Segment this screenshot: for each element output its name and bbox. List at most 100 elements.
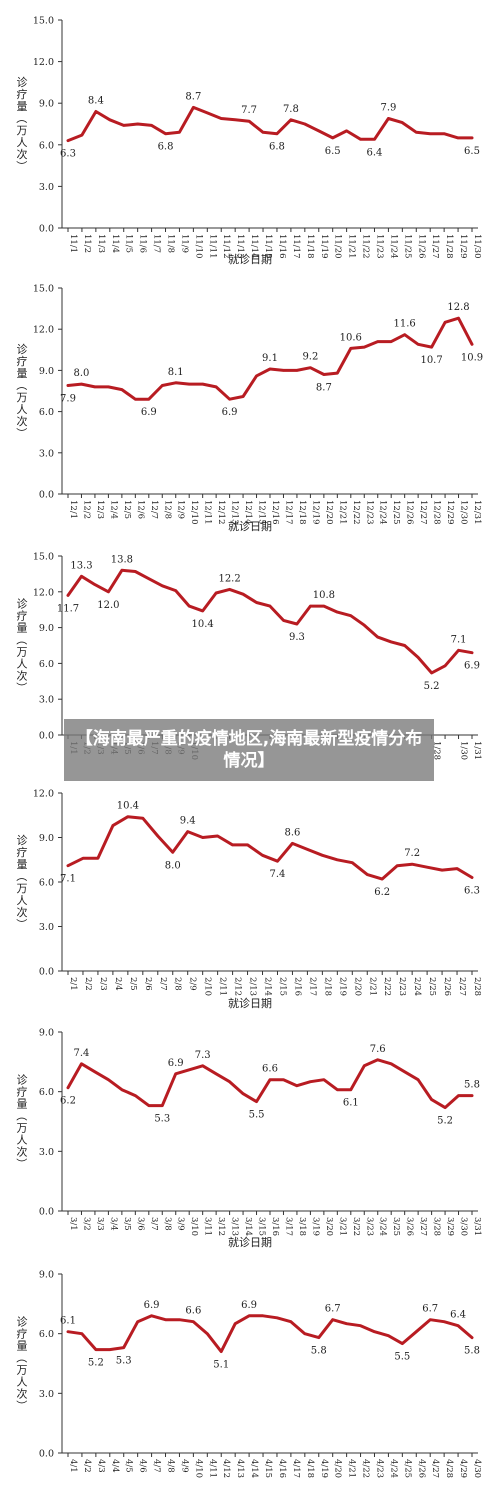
x-tick-label: 4/27 (430, 1459, 440, 1478)
data-label: 5.5 (249, 1110, 265, 1121)
data-label: 5.5 (394, 1352, 410, 1363)
x-tick-label: 11/8 (166, 234, 176, 253)
title-banner: 【海南最严重的疫情地区,海南最新型疫情分布情况】 (64, 719, 434, 781)
data-point (303, 1332, 307, 1335)
y-axis-label-char: 疗 (17, 609, 28, 623)
x-tick-label: 2/21 (367, 977, 377, 996)
y-axis-label-char: 诊 (17, 597, 28, 611)
data-label: 8.1 (168, 367, 184, 378)
data-point (430, 345, 433, 349)
x-tick-label: 3/23 (364, 1217, 374, 1236)
x-tick-label: 4/30 (472, 1459, 482, 1478)
data-point (241, 592, 245, 596)
y-tick-label: 0.0 (39, 224, 54, 235)
x-tick-label: 3/18 (297, 1217, 307, 1236)
y-tick-label: 3.0 (39, 1389, 54, 1400)
x-tick-label: 12/28 (432, 500, 442, 525)
x-tick-label: 3/7 (149, 1217, 159, 1231)
x-tick-label: 12/7 (149, 500, 159, 519)
x-axis-label: 就诊日期 (228, 519, 272, 533)
y-axis-label-char: 次 (17, 669, 28, 683)
data-point (390, 340, 393, 343)
data-point (126, 815, 130, 818)
data-point (336, 371, 339, 375)
y-axis-label-char: 人 (17, 403, 28, 416)
data-point (233, 118, 237, 122)
data-label: 11.7 (57, 603, 79, 614)
data-label: 6.7 (422, 1304, 438, 1315)
y-axis-label-char: 量 (17, 100, 28, 113)
data-label: 5.3 (116, 1356, 132, 1367)
data-point (94, 110, 98, 113)
data-point (156, 834, 159, 838)
x-tick-label: 4/9 (179, 1459, 189, 1473)
x-tick-label: 2/14 (263, 977, 273, 996)
data-point (289, 1320, 293, 1323)
data-label: 6.6 (262, 1064, 278, 1075)
data-point (336, 610, 339, 614)
x-tick-label: 12/9 (176, 500, 186, 519)
y-axis-label-char: （ (15, 871, 28, 882)
data-point (247, 120, 251, 123)
data-label: 7.9 (380, 102, 396, 113)
data-point (134, 1094, 137, 1097)
x-tick-label: 2/10 (203, 977, 213, 996)
data-point (261, 131, 265, 134)
data-point (403, 333, 406, 336)
y-axis-label-char: 次 (17, 1145, 28, 1159)
data-point (192, 106, 195, 109)
x-tick-label: 3/29 (445, 1217, 455, 1236)
x-tick-label: 11/14 (249, 234, 259, 259)
data-point (349, 614, 352, 617)
data-label: 6.1 (60, 1316, 76, 1327)
data-label: 13.3 (70, 560, 92, 571)
x-tick-label: 12/17 (283, 500, 293, 525)
data-point (295, 369, 299, 372)
data-point (107, 385, 110, 389)
data-point (381, 877, 384, 881)
y-tick-label: 6.0 (39, 140, 54, 151)
data-point (403, 1070, 406, 1073)
y-tick-label: 15.0 (33, 552, 54, 563)
data-point (201, 836, 204, 839)
y-tick-label: 0.0 (39, 490, 54, 501)
x-tick-label: 11/10 (193, 234, 203, 259)
x-tick-label: 2/12 (233, 977, 243, 996)
data-point (415, 131, 418, 134)
y-tick-label: 9.0 (39, 1270, 54, 1281)
data-label: 9.4 (180, 816, 196, 827)
data-point (178, 1318, 181, 1321)
data-point (188, 1068, 191, 1071)
y-axis-label-char: 诊 (17, 1315, 28, 1329)
data-point (359, 138, 362, 141)
data-point (345, 129, 348, 133)
data-label: 6.9 (144, 1300, 160, 1311)
data-point (295, 622, 299, 626)
y-tick-label: 6.0 (39, 659, 54, 670)
y-tick-label: 12.0 (33, 789, 54, 800)
y-tick-label: 9.0 (39, 99, 54, 110)
data-label: 12.0 (97, 600, 119, 611)
x-tick-label: 3/5 (122, 1217, 132, 1231)
data-point (164, 1318, 167, 1321)
x-tick-label: 12/11 (203, 500, 213, 525)
y-tick-label: 15.0 (33, 284, 54, 295)
y-tick-label: 12.0 (33, 57, 54, 68)
y-tick-label: 0.0 (39, 967, 54, 978)
y-axis-label-char: （ (15, 1352, 28, 1363)
data-label: 13.8 (111, 554, 133, 565)
x-tick-label: 12/8 (162, 500, 172, 519)
y-tick-label: 3.0 (39, 922, 54, 933)
data-point (161, 384, 164, 387)
data-point (457, 1094, 460, 1097)
x-tick-label: 3/2 (81, 1217, 91, 1231)
data-point (141, 817, 145, 820)
data-point (349, 1088, 352, 1091)
y-axis-label-char: 次 (17, 414, 28, 428)
x-tick-label: 12/25 (391, 500, 401, 525)
data-point (376, 635, 379, 639)
data-point (80, 133, 84, 137)
data-point (440, 868, 444, 872)
x-tick-label: 3/15 (257, 1217, 267, 1236)
data-point (66, 139, 70, 142)
